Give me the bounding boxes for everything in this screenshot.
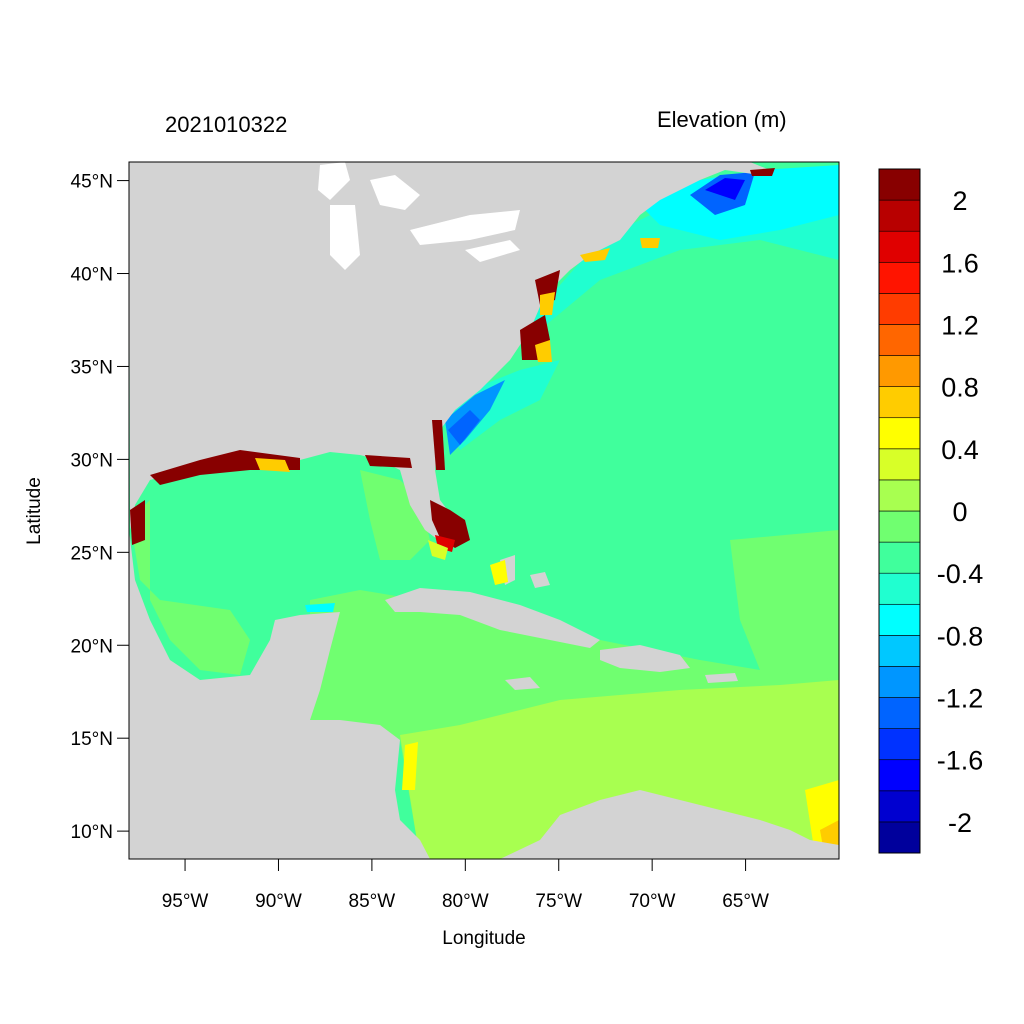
colorbar-label: 2 (952, 186, 967, 216)
colorbar-swatch (878, 261, 921, 294)
colorbar-swatch (878, 293, 921, 325)
colorbar-label: 0.4 (941, 435, 979, 465)
land-masses (129, 162, 839, 859)
bahamas-land-2 (530, 572, 550, 588)
colorbar-swatch (878, 790, 921, 823)
colorbar-label: 1.2 (941, 310, 979, 340)
lon-tick-label: 85°W (349, 891, 396, 912)
lon-tick-label: 90°W (255, 891, 302, 912)
colorbar-swatch (878, 324, 921, 356)
colorbar-swatch (878, 728, 921, 761)
colorbar-swatch (878, 697, 921, 729)
lat-tick-label: 20°N (71, 636, 113, 657)
colorbar-label: -0.8 (937, 621, 984, 651)
lat-tick-label: 10°N (71, 822, 113, 843)
lat-tick-label: 35°N (71, 357, 113, 378)
lon-tick-label: 95°W (162, 891, 209, 912)
colorbar-swatch (878, 355, 921, 387)
colorbar-label: 0.8 (941, 373, 979, 403)
lat-tick-label: 25°N (71, 543, 113, 564)
colorbar-label: 0 (952, 497, 967, 527)
latitude-axis: 45°N 40°N 35°N 30°N 25°N 20°N 15°N 10°N (71, 172, 129, 843)
colorbar-frame (878, 168, 921, 854)
coastal-high-water (130, 168, 775, 585)
colorbar-label: -1.2 (937, 684, 984, 714)
lat-tick-label: 15°N (71, 729, 113, 750)
colorbar-label: 1.6 (941, 248, 979, 278)
lat-tick-label: 40°N (71, 265, 113, 286)
lat-tick-label: 45°N (71, 172, 113, 193)
gulf-west-shelf (130, 500, 250, 675)
colorbar-swatch (878, 510, 921, 543)
colorbar-swatch (878, 417, 921, 450)
hispaniola-land (600, 645, 690, 672)
colorbar-swatch (878, 759, 921, 792)
nicaragua-coast-high (402, 742, 418, 790)
jamaica-land (505, 677, 540, 690)
colorbar-swatch (878, 479, 921, 512)
north-america-land (129, 162, 770, 545)
y-axis-label: Latitude (24, 477, 45, 545)
colorbar-swatch (878, 635, 921, 667)
colorbar-swatch (878, 386, 921, 419)
south-atlantic-bight-lowest (448, 410, 480, 445)
x-axis-label: Longitude (442, 928, 525, 949)
cuba-land (385, 588, 600, 648)
puerto-rico-land (705, 673, 738, 683)
lon-tick-label: 80°W (442, 891, 489, 912)
south-america-land (500, 790, 839, 859)
colorbar-swatch (878, 541, 921, 574)
colorbar-swatch (878, 603, 921, 636)
bay-of-fundy-lowest (705, 178, 745, 200)
map-frame (128, 161, 840, 860)
map-plot-area (129, 162, 839, 859)
colorbar-swatch (878, 821, 921, 854)
lat-tick-label: 30°N (71, 450, 113, 471)
lon-tick-label: 70°W (629, 891, 676, 912)
colorbar-label: -0.4 (937, 559, 984, 589)
colorbar-swatch (878, 448, 921, 481)
gulf-of-mexico-region (145, 460, 380, 610)
colorbar-swatch (878, 572, 921, 605)
colorbar-swatch (878, 666, 921, 698)
colorbar: 2 1.6 1.2 0.8 0.4 0 -0.4 -0.8 -1.2 -1.6 -2 (878, 168, 984, 854)
east-atlantic-region (730, 530, 839, 680)
colorbar-swatch (878, 199, 921, 232)
campeche-low (305, 603, 335, 612)
lon-tick-label: 75°W (535, 891, 582, 912)
great-lakes (318, 162, 520, 270)
central-america-land (129, 530, 430, 859)
map-timestamp-title: 2021010322 (165, 112, 288, 137)
colorbar-swatch (878, 230, 921, 263)
colorbar-label: -2 (948, 808, 972, 838)
colorbar-swatch (878, 168, 921, 201)
longitude-axis: 95°W 90°W 85°W 80°W 75°W 70°W 65°W (162, 859, 769, 912)
map-variable-title: Elevation (m) (657, 107, 787, 132)
colorbar-label: -1.6 (937, 746, 984, 776)
lon-tick-label: 65°W (722, 891, 769, 912)
